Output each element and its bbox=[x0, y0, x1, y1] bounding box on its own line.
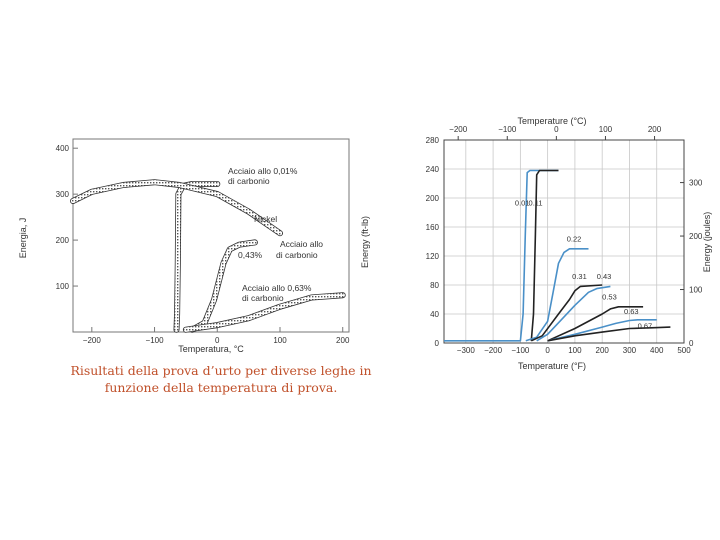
right-series-label: 0.01 bbox=[515, 198, 530, 207]
right-x-tick-label: 200 bbox=[596, 346, 610, 355]
right-y2-tick-label: 200 bbox=[689, 232, 703, 241]
left-x-tick-label: −100 bbox=[146, 336, 165, 345]
caption-line-2: funzione della temperatura di prova. bbox=[104, 380, 338, 395]
right-y-tick-label: 200 bbox=[426, 194, 440, 203]
left-x-axis-label: Temperatura, °C bbox=[178, 344, 244, 354]
right-y-tick-label: 240 bbox=[426, 165, 440, 174]
right-y2-tick-label: 100 bbox=[689, 286, 703, 295]
right-series-label: 0.22 bbox=[567, 235, 582, 244]
right-impact-chart: 0 40 80 120 160 200 240 280 −300 −200 −100 0 100 200 3… bbox=[354, 112, 720, 374]
left-x-tick-label: 200 bbox=[336, 336, 350, 345]
right-x-tick-label: −100 bbox=[511, 346, 530, 355]
right-y-tick-label: 120 bbox=[426, 252, 440, 261]
right-series-line-8 bbox=[547, 326, 671, 342]
caption-line-1: Risultati della prova d’urto per diverse… bbox=[70, 363, 372, 378]
left-y-axis-label: Energia, J bbox=[18, 218, 28, 259]
right-series-line-5 bbox=[536, 285, 611, 342]
left-series-line-1 bbox=[174, 181, 220, 332]
label-steel-043-line2: 0,43% bbox=[238, 250, 263, 260]
right-x-tick-label: 100 bbox=[568, 346, 582, 355]
right-series-line-4 bbox=[530, 284, 603, 342]
label-steel-063-line2: di carbonio bbox=[242, 293, 284, 303]
right-x-tick-label: 500 bbox=[677, 346, 691, 355]
label-steel-063-line1: Acciaio allo 0,63% bbox=[242, 283, 312, 293]
left-x-tick-label: −200 bbox=[83, 336, 102, 345]
label-steel-001-line2: di carbonio bbox=[228, 176, 270, 186]
right-top-axis-label: Temperature (°C) bbox=[517, 116, 586, 126]
left-y-tick-label: 100 bbox=[56, 282, 70, 291]
left-series-line-3 bbox=[190, 240, 258, 332]
right-bottom-axis-label: Temperature (°F) bbox=[518, 361, 586, 371]
figure-caption: Risultati della prova d’urto per diverse… bbox=[66, 362, 376, 396]
left-x-tick-label: 100 bbox=[273, 336, 287, 345]
label-steel-043-line3: di carbonio bbox=[276, 250, 318, 260]
right-y2-tick-label: 0 bbox=[689, 339, 694, 348]
left-series-line-2 bbox=[70, 180, 283, 236]
right-series-line-3 bbox=[525, 248, 589, 342]
right-series-label: 0.43 bbox=[597, 272, 612, 281]
label-steel-043-line1: Acciaio allo bbox=[280, 239, 323, 249]
left-series-line-4 bbox=[183, 293, 345, 332]
left-x-tick-label: 0 bbox=[215, 336, 220, 345]
right-top-tick-label: −100 bbox=[498, 125, 517, 134]
right-y-tick-label: 80 bbox=[430, 281, 439, 290]
right-series-label: 0.11 bbox=[529, 198, 543, 207]
right-top-tick-label: 0 bbox=[554, 125, 559, 134]
right-y-tick-label: 0 bbox=[435, 339, 440, 348]
right-y2-axis-label: Energy (joules) bbox=[702, 212, 712, 273]
label-steel-001-line1: Acciaio allo 0,01% bbox=[228, 166, 298, 176]
label-nickel: Nickel bbox=[254, 214, 277, 224]
right-top-tick-label: 200 bbox=[648, 125, 662, 134]
left-y-tick-label: 200 bbox=[56, 236, 70, 245]
right-y-tick-label: 40 bbox=[430, 310, 439, 319]
right-x-tick-label: −300 bbox=[457, 346, 476, 355]
left-y-tick-label: 300 bbox=[56, 190, 70, 199]
right-series-label: 0.31 bbox=[572, 272, 587, 281]
right-top-tick-label: −200 bbox=[449, 125, 468, 134]
left-y-tick-label: 400 bbox=[56, 144, 70, 153]
right-y-tick-label: 160 bbox=[426, 223, 440, 232]
right-y2-tick-label: 300 bbox=[689, 179, 703, 188]
right-x-tick-label: 400 bbox=[650, 346, 664, 355]
right-series-line-7 bbox=[547, 319, 657, 342]
right-series-line-6 bbox=[547, 306, 644, 342]
right-y-axis-label: Energy (ft-lb) bbox=[360, 216, 370, 268]
right-x-tick-label: −200 bbox=[484, 346, 503, 355]
right-x-tick-label: 300 bbox=[623, 346, 637, 355]
right-y-tick-label: 280 bbox=[426, 136, 440, 145]
right-top-tick-label: 100 bbox=[599, 125, 613, 134]
right-series-label: 0.53 bbox=[602, 293, 617, 302]
right-series-label: 0.67 bbox=[638, 322, 653, 331]
right-x-tick-label: 0 bbox=[545, 346, 550, 355]
right-series-line-1 bbox=[444, 169, 559, 342]
right-series-line-2 bbox=[530, 169, 559, 341]
right-series-label: 0.63 bbox=[624, 307, 639, 316]
